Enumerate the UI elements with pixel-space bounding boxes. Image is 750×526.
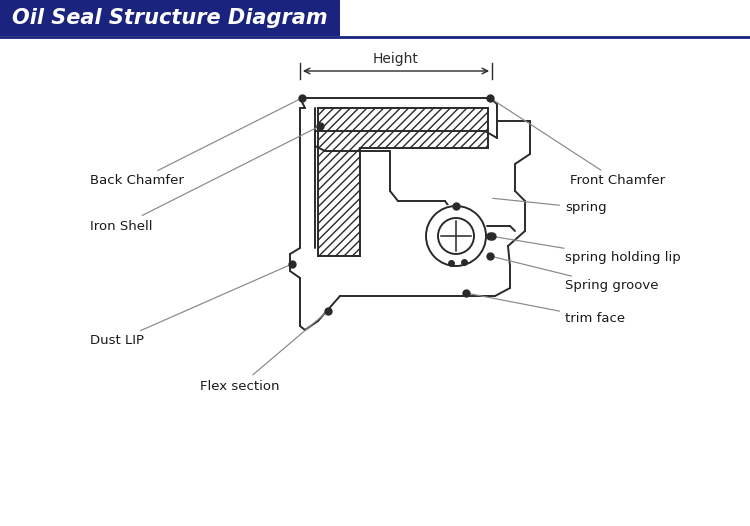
Bar <box>360 108 488 148</box>
Text: trim face: trim face <box>469 294 626 325</box>
Text: Spring groove: Spring groove <box>493 257 658 292</box>
Text: Iron Shell: Iron Shell <box>90 127 317 232</box>
Bar <box>0 0 340 36</box>
Text: spring holding lip: spring holding lip <box>493 237 681 265</box>
Text: Front Chamfer: Front Chamfer <box>492 99 665 187</box>
Text: Height: Height <box>373 52 419 66</box>
Bar <box>318 108 360 256</box>
Text: Dust LIP: Dust LIP <box>90 265 290 348</box>
Text: Back Chamfer: Back Chamfer <box>90 99 299 187</box>
Text: Oil Seal Structure Diagram: Oil Seal Structure Diagram <box>12 8 328 28</box>
Text: Flex section: Flex section <box>200 313 326 392</box>
Text: spring: spring <box>493 198 607 215</box>
Circle shape <box>424 204 488 268</box>
